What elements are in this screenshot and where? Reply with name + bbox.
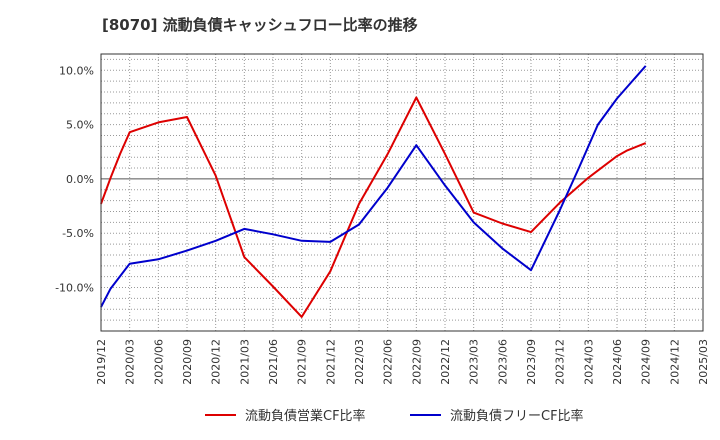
axis-layer: 10.0% 5.0% 0.0% -5.0% -10.0% 2019/12 2020/03 20… <box>55 53 710 385</box>
x-tick-label: 2024/12 <box>668 339 681 385</box>
x-tick-label: 2024/06 <box>611 339 624 385</box>
series-layer <box>100 65 647 318</box>
x-tick-label: 2020/12 <box>210 339 223 385</box>
x-tick-label: 2022/09 <box>410 339 423 385</box>
x-tick-label: 2020/06 <box>152 339 165 385</box>
x-tick-label: 2023/03 <box>468 339 481 385</box>
x-tick-label: 2021/03 <box>238 339 251 385</box>
x-tick-label: 2022/03 <box>353 339 366 385</box>
legend-layer: 流動負債営業CF比率 流動負債フリーCF比率 <box>205 408 584 424</box>
plot-area <box>101 54 703 331</box>
grid-layer <box>101 54 703 332</box>
x-tick-label: 2024/03 <box>582 339 595 385</box>
x-tick-label: 2022/06 <box>382 339 395 385</box>
x-tick-label: 2023/12 <box>554 339 567 385</box>
y-tick-label: -5.0% <box>62 227 94 240</box>
legend-label-2: 流動負債フリーCF比率 <box>450 408 584 424</box>
series-line-2 <box>100 65 647 308</box>
series-line-1 <box>100 96 647 318</box>
x-tick-label: 2019/12 <box>95 339 108 385</box>
x-tick-label: 2023/09 <box>525 339 538 385</box>
x-tick-label: 2021/06 <box>267 339 280 385</box>
x-tick-label: 2024/09 <box>640 339 653 385</box>
x-tick-label: 2023/06 <box>496 339 509 385</box>
x-tick-label: 2021/09 <box>296 339 309 385</box>
y-tick-label: 0.0% <box>66 173 94 186</box>
y-tick-label: 5.0% <box>66 119 94 132</box>
legend-label-1: 流動負債営業CF比率 <box>245 408 366 424</box>
plot-frame <box>100 53 704 332</box>
x-tick-label: 2020/09 <box>181 339 194 385</box>
x-tick-label: 2022/12 <box>439 339 452 385</box>
y-tick-label: -10.0% <box>55 282 94 295</box>
y-tick-label: 10.0% <box>59 64 94 77</box>
x-tick-label: 2025/03 <box>697 339 710 385</box>
chart-title: [8070] 流動負債キャッシュフロー比率の推移 <box>102 16 418 34</box>
x-tick-label: 2021/12 <box>324 339 337 385</box>
x-tick-label: 2020/03 <box>124 339 137 385</box>
